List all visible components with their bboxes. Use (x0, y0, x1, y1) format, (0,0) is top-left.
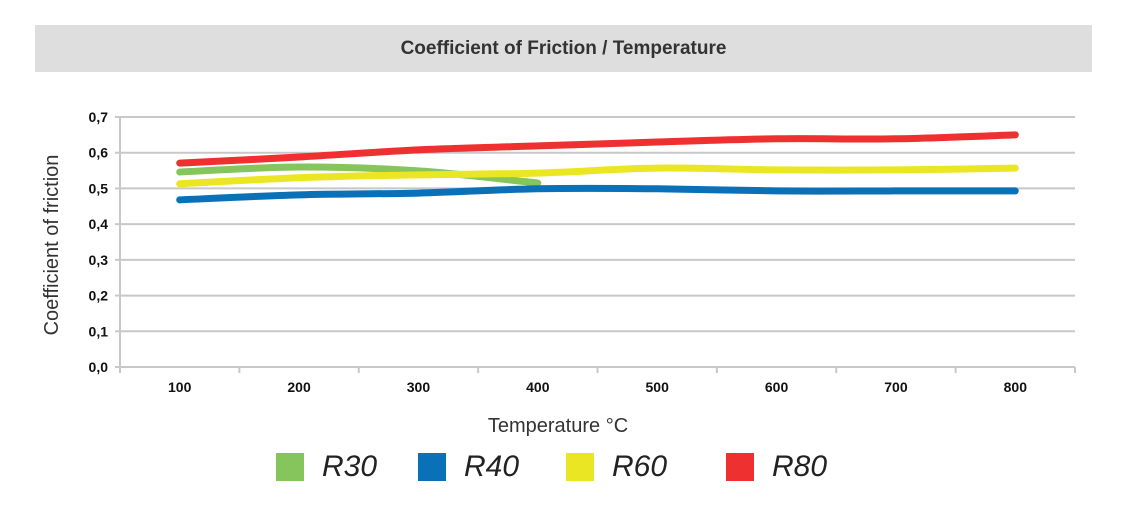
y-axis-label: Coefficient of friction (41, 155, 63, 336)
y-tick-label: 0,7 (89, 109, 109, 125)
legend-label: R60 (612, 450, 668, 483)
series-line-r40 (176, 184, 1019, 204)
legend-item-r60: R60 (566, 450, 667, 484)
legend-swatch (276, 453, 304, 481)
series-line-r60 (176, 164, 1019, 188)
y-tick-label: 0,4 (89, 216, 109, 232)
x-tick-label: 300 (407, 379, 431, 395)
x-axis-label: Temperature °C (488, 415, 628, 437)
legend-label: R30 (322, 450, 378, 483)
x-tick-label: 700 (884, 379, 908, 395)
x-tick-label: 400 (526, 379, 550, 395)
chart-title: Coefficient of Friction / Temperature (35, 25, 1092, 72)
y-tick-label: 0,2 (89, 288, 109, 304)
x-tick-label: 200 (287, 379, 311, 395)
x-tick-label: 800 (1004, 379, 1028, 395)
y-tick-label: 0,6 (89, 145, 109, 161)
y-tick-label: 0,3 (89, 252, 109, 268)
y-tick-label: 0,0 (89, 359, 109, 375)
legend-item-r40: R40 (418, 450, 519, 484)
x-tick-label: 100 (168, 379, 192, 395)
legend-swatch (566, 453, 594, 481)
y-tick-label: 0,5 (89, 180, 109, 196)
legend-swatch (418, 453, 446, 481)
y-tick-label: 0,1 (89, 323, 109, 339)
x-tick-label: 500 (646, 379, 670, 395)
legend-swatch (726, 453, 754, 481)
legend: R30 R40 R60 R80 (0, 450, 1131, 490)
series-line-r80 (176, 131, 1019, 167)
legend-item-r80: R80 (726, 450, 827, 484)
x-tick-label: 600 (765, 379, 789, 395)
legend-label: R40 (464, 450, 520, 483)
legend-item-r30: R30 (276, 450, 377, 484)
legend-label: R80 (772, 450, 828, 483)
